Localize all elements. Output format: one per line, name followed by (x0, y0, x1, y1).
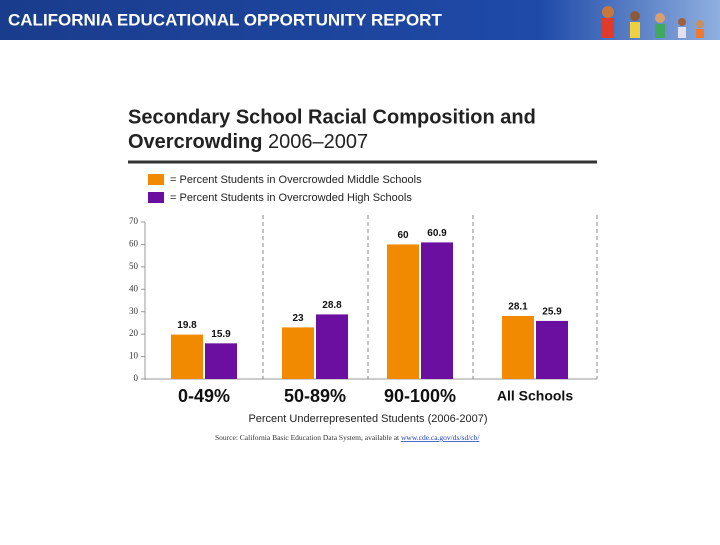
value-label: 60 (397, 230, 409, 241)
value-label: 19.8 (177, 320, 197, 331)
legend-label: = Percent Students in Overcrowded High S… (170, 192, 412, 204)
y-tick-label: 40 (129, 283, 139, 293)
bar (171, 334, 203, 379)
header-figures (602, 6, 704, 38)
chart-title-line: Overcrowding 2006–2007 (128, 131, 368, 153)
source: Source: California Basic Education Data … (215, 433, 480, 442)
legend-label: = Percent Students in Overcrowded Middle… (170, 174, 422, 186)
y-tick-label: 50 (129, 261, 139, 271)
y-tick-label: 70 (129, 216, 139, 226)
y-tick-label: 30 (129, 306, 139, 316)
separators (262, 215, 598, 379)
header-title: CALIFORNIA EDUCATIONAL OPPORTUNITY REPOR… (8, 10, 442, 29)
value-label: 60.9 (427, 228, 447, 239)
chart-subtitle: 2006–2007 (268, 131, 368, 153)
source-text: Source: California Basic Education Data … (215, 433, 400, 442)
x-axis-label: Percent Underrepresented Students (2006-… (248, 413, 487, 425)
source-link[interactable]: www.cde.ca.gov/ds/sd/cb/ (401, 433, 480, 442)
chart-title: Secondary School Racial Composition and (128, 106, 536, 128)
bar (205, 343, 237, 379)
bar (282, 327, 314, 379)
y-tick-label: 20 (129, 328, 139, 338)
y-tick-label: 60 (129, 238, 139, 248)
bar (502, 315, 534, 379)
x-tick-label: 90-100% (384, 386, 456, 406)
y-tick-label: 10 (129, 351, 139, 361)
bar (387, 244, 419, 379)
legend-swatch (148, 174, 164, 185)
bar (421, 242, 453, 379)
value-label: 23 (292, 313, 304, 324)
bar (316, 314, 348, 379)
value-label: 15.9 (211, 329, 231, 340)
chart-title-part: Overcrowding (128, 131, 262, 153)
x-tick-label: All Schools (497, 388, 573, 404)
x-tick-label: 50-89% (284, 386, 346, 406)
value-label: 28.8 (322, 300, 342, 311)
value-label: 28.1 (508, 302, 528, 313)
legend-swatch (148, 192, 164, 203)
x-tick-label: 0-49% (178, 386, 230, 406)
header-bar (0, 0, 720, 40)
y-tick-label: 0 (134, 373, 139, 383)
value-label: 25.9 (542, 307, 562, 318)
bar (536, 320, 568, 379)
